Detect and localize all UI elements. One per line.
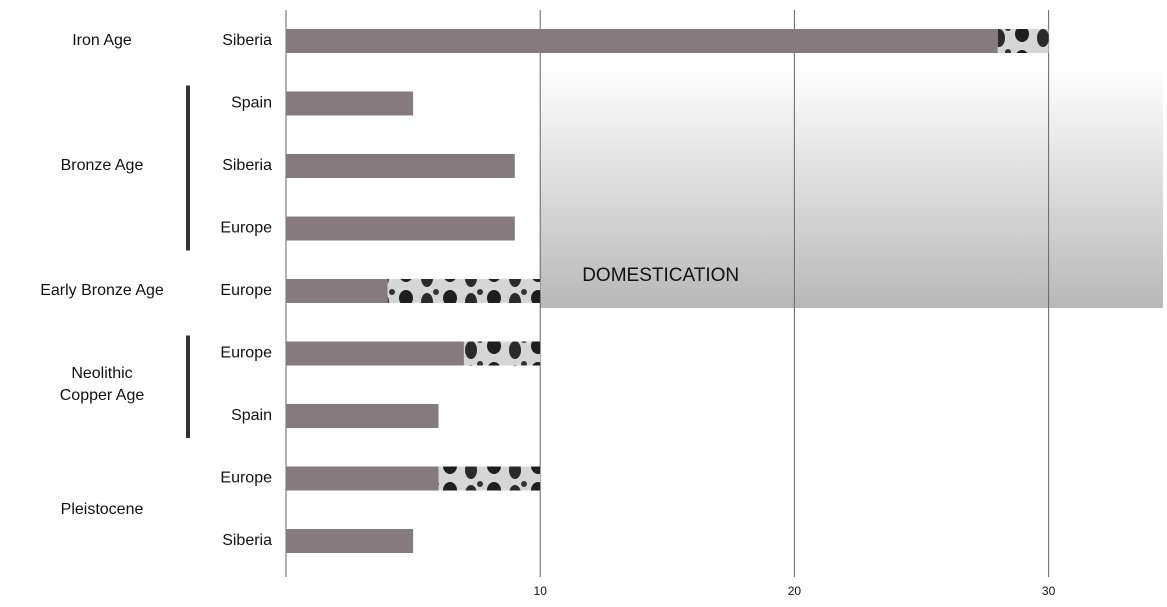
x-tick-label: 30 — [1042, 584, 1056, 598]
bar — [286, 154, 515, 178]
bar — [286, 29, 998, 53]
group-label: Pleistocene — [61, 501, 144, 518]
bar — [286, 529, 414, 553]
category-label: Siberia — [222, 532, 272, 549]
category-label: Spain — [231, 407, 272, 424]
category-label: Europe — [220, 282, 272, 299]
bar-pattern — [463, 341, 541, 366]
category-label: Europe — [220, 470, 272, 487]
category-label: Siberia — [222, 157, 272, 174]
bar — [286, 91, 414, 116]
bar — [286, 341, 464, 366]
bar — [286, 279, 388, 303]
bar-pattern — [997, 29, 1049, 53]
group-label: Bronze Age — [61, 157, 144, 174]
group-label: Iron Age — [72, 32, 132, 49]
bar — [286, 216, 515, 241]
bar — [286, 404, 439, 428]
bar-pattern — [438, 466, 541, 491]
group-label: Copper Age — [60, 387, 145, 404]
category-label: Spain — [231, 95, 272, 112]
domestication-band — [540, 65, 1163, 308]
group-label: Early Bronze Age — [40, 282, 164, 299]
x-tick-label: 10 — [534, 584, 548, 598]
category-label: Siberia — [222, 32, 272, 49]
group-label: Neolithic — [71, 365, 132, 382]
bar — [286, 466, 439, 491]
category-label: Europe — [220, 345, 272, 362]
category-label: Europe — [220, 220, 272, 237]
x-tick-label: 20 — [788, 584, 802, 598]
bar-pattern — [387, 279, 541, 303]
domestication-label: DOMESTICATION — [582, 265, 739, 286]
